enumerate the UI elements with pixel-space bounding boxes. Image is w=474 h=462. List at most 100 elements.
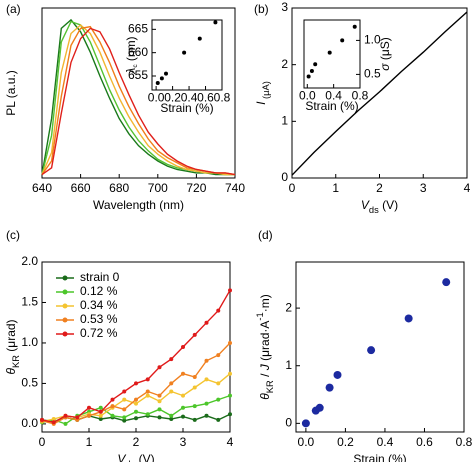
label-part: PL (a.u.) bbox=[4, 70, 18, 116]
data-marker bbox=[192, 332, 197, 337]
y-tick-label: 1.5 bbox=[21, 295, 38, 309]
axis-label: θKR (μrad) bbox=[4, 319, 21, 374]
y-tick-label: 2 bbox=[281, 57, 288, 71]
data-marker bbox=[134, 409, 138, 414]
data-marker bbox=[181, 345, 185, 349]
plot-frame bbox=[303, 19, 361, 89]
data-marker bbox=[145, 412, 150, 417]
label-part: σ bbox=[378, 63, 392, 71]
data-point bbox=[159, 76, 164, 81]
legend-marker bbox=[62, 303, 68, 309]
data-point bbox=[164, 71, 168, 76]
label-part: -1 bbox=[255, 312, 265, 320]
x-tick-label: 1 bbox=[332, 181, 339, 195]
plot-frame bbox=[295, 261, 465, 433]
y-tick-label: 1 bbox=[285, 358, 292, 372]
data-point bbox=[367, 346, 376, 355]
label-part: (nm) bbox=[124, 36, 138, 64]
legend-label: strain 0 bbox=[80, 270, 120, 284]
data-point bbox=[315, 403, 324, 412]
axis-label: PL (a.u.) bbox=[4, 70, 18, 116]
data-marker bbox=[192, 417, 197, 422]
axis-label: Vds (V) bbox=[117, 452, 154, 462]
data-marker bbox=[216, 417, 221, 422]
data-marker bbox=[63, 413, 68, 418]
data-marker bbox=[157, 365, 162, 370]
y-tick-label: 1.0 bbox=[364, 33, 381, 47]
data-marker bbox=[204, 413, 209, 418]
x-tick-label: 0.4 bbox=[181, 90, 198, 104]
label-part: / bbox=[258, 370, 272, 380]
y-tick-label: 655 bbox=[128, 68, 148, 82]
data-marker bbox=[192, 374, 197, 379]
label-part: (μA) bbox=[261, 81, 271, 101]
x-tick-label: 660 bbox=[71, 181, 91, 195]
label-part: θ bbox=[258, 393, 272, 400]
x-tick-label: 0.4 bbox=[325, 88, 342, 102]
axis-label: λc (nm) bbox=[124, 36, 139, 74]
label-part: Strain (%) bbox=[305, 99, 358, 113]
x-tick-label: 0.2 bbox=[164, 90, 181, 104]
data-marker bbox=[169, 389, 174, 394]
label-part: Wavelength (nm) bbox=[93, 198, 184, 212]
data-point bbox=[333, 370, 342, 379]
data-line bbox=[41, 24, 235, 176]
axis-label: Strain (%) bbox=[305, 99, 358, 113]
label-part: Strain (%) bbox=[353, 452, 406, 462]
x-tick-label: 0.8 bbox=[352, 88, 369, 102]
data-point bbox=[309, 69, 314, 73]
label-part: ds bbox=[369, 205, 379, 215]
x-tick-label: 640 bbox=[32, 181, 52, 195]
data-marker bbox=[181, 393, 185, 398]
data-point bbox=[340, 38, 345, 43]
x-tick-label: 1 bbox=[86, 435, 93, 449]
y-tick-label: 0 bbox=[285, 416, 292, 430]
data-point bbox=[442, 278, 451, 287]
data-point bbox=[155, 81, 160, 85]
label-part: V bbox=[361, 198, 370, 212]
data-point bbox=[182, 50, 187, 55]
data-marker bbox=[216, 397, 221, 402]
data-marker bbox=[169, 417, 174, 422]
data-marker bbox=[169, 357, 174, 362]
data-marker bbox=[110, 397, 115, 402]
y-tick-label: 2 bbox=[285, 300, 292, 314]
data-marker bbox=[181, 371, 185, 376]
x-tick-label: 0.8 bbox=[456, 435, 473, 449]
x-tick-label: 700 bbox=[148, 181, 168, 195]
data-marker bbox=[122, 389, 127, 394]
legend-marker bbox=[62, 289, 68, 295]
x-tick-label: 0 bbox=[289, 181, 296, 195]
data-marker bbox=[98, 405, 103, 410]
x-tick-label: 740 bbox=[225, 181, 245, 195]
label-part: θ bbox=[4, 368, 18, 375]
data-line bbox=[41, 27, 236, 176]
data-point bbox=[404, 314, 413, 323]
y-tick-label: 0.5 bbox=[21, 376, 38, 390]
label-part: (μS) bbox=[378, 37, 392, 63]
data-point bbox=[325, 383, 334, 392]
x-tick-label: 0.0 bbox=[299, 88, 316, 102]
legend-marker bbox=[62, 275, 68, 281]
y-tick-label: 665 bbox=[128, 22, 148, 36]
data-point bbox=[213, 20, 218, 25]
data-marker bbox=[40, 417, 44, 422]
data-marker bbox=[51, 420, 56, 425]
axis-label: Strain (%) bbox=[353, 452, 406, 462]
data-marker bbox=[145, 389, 150, 394]
data-marker bbox=[228, 412, 232, 417]
data-marker bbox=[204, 320, 209, 325]
legend-label: 0.12 % bbox=[80, 284, 118, 298]
data-point bbox=[327, 50, 332, 55]
label-part: (μrad·A bbox=[258, 321, 272, 365]
label-part: (V) bbox=[379, 198, 398, 212]
data-marker bbox=[122, 407, 127, 412]
data-marker bbox=[87, 413, 91, 418]
data-marker bbox=[204, 377, 209, 382]
panel-label: (c) bbox=[6, 228, 20, 242]
data-point bbox=[301, 419, 310, 428]
y-tick-label: 0.0 bbox=[21, 416, 38, 430]
x-tick-label: 680 bbox=[109, 181, 129, 195]
data-marker bbox=[98, 413, 103, 418]
